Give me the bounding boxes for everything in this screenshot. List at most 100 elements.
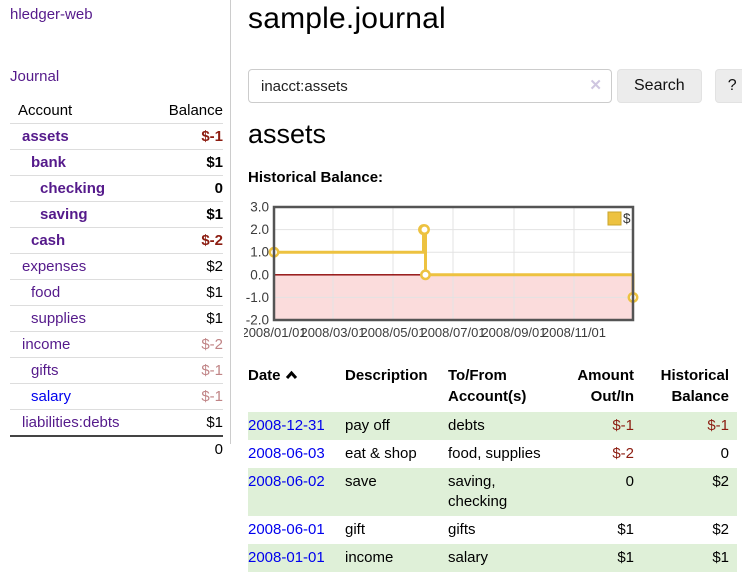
transaction-accounts: debts: [448, 417, 485, 434]
transaction-amount: $1: [617, 521, 634, 538]
account-link[interactable]: income: [22, 336, 71, 353]
account-balance: $-2: [201, 336, 223, 353]
transaction-balance: $2: [712, 521, 729, 538]
account-balance: $1: [206, 154, 223, 171]
transaction-amount: $1: [617, 549, 634, 566]
register-header-date[interactable]: Date: [248, 359, 345, 412]
transaction-balance: $2: [712, 473, 729, 490]
account-balance: $1: [206, 206, 223, 223]
transaction-description: income: [345, 549, 394, 566]
transaction-balance: $-1: [707, 417, 729, 434]
transaction-amount: $-2: [612, 445, 634, 462]
svg-text:0.0: 0.0: [250, 267, 269, 282]
register-header-amount: Amount Out/In: [577, 367, 634, 405]
register-header-balance: Historical Balance: [660, 367, 729, 405]
brand-link[interactable]: hledger-web: [10, 6, 93, 23]
account-row: expenses $2: [10, 253, 223, 280]
accounts-total: 0: [214, 441, 223, 458]
register-header-description: Description: [345, 367, 428, 384]
account-link[interactable]: cash: [31, 232, 66, 249]
account-link[interactable]: supplies: [31, 310, 87, 327]
chart-heading: Historical Balance:: [248, 169, 384, 186]
register-table: Date Description To/From Account(s) Amou…: [248, 359, 737, 572]
transaction-amount: $-1: [612, 417, 634, 434]
account-balance: 0: [214, 180, 223, 197]
account-link[interactable]: assets: [22, 128, 69, 145]
transaction-description: save: [345, 473, 377, 490]
search-input[interactable]: [248, 69, 612, 103]
svg-text:-1.0: -1.0: [246, 290, 269, 305]
account-link[interactable]: gifts: [31, 362, 59, 379]
help-button[interactable]: ?: [714, 69, 742, 103]
register-header-accounts: To/From Account(s): [448, 367, 527, 405]
transaction-accounts: gifts: [448, 521, 476, 538]
transaction-date-link[interactable]: 2008-06-02: [248, 473, 325, 490]
svg-text:2008/03/01: 2008/03/01: [300, 325, 365, 340]
sort-asc-icon: [285, 366, 298, 387]
account-link[interactable]: checking: [40, 180, 106, 197]
transaction-description: pay off: [345, 417, 390, 434]
account-balance: $-1: [201, 362, 223, 379]
svg-text:2.0: 2.0: [250, 222, 269, 237]
search-button[interactable]: Search: [617, 69, 702, 103]
transaction-description: eat & shop: [345, 445, 417, 462]
accounts-header-account: Account: [18, 102, 73, 119]
svg-text:2008/11/01: 2008/11/01: [542, 325, 606, 340]
account-heading: assets: [248, 119, 327, 149]
transaction-description: gift: [345, 521, 366, 538]
accounts-total-row: 0: [10, 436, 223, 462]
account-row: salary $-1: [10, 383, 223, 410]
svg-text:3.0: 3.0: [250, 201, 269, 215]
svg-text:$: $: [623, 211, 631, 226]
clear-search-icon[interactable]: ✕: [589, 77, 602, 94]
sidebar-item-journal[interactable]: Journal: [10, 68, 60, 85]
transaction-accounts: food, supplies: [448, 445, 541, 462]
svg-text:2008/05/01: 2008/05/01: [360, 325, 425, 340]
historical-balance-chart[interactable]: 3.0 2.0 1.0 0.0 -1.0 -2.0 2008/01/01 2008/03/01…: [244, 201, 644, 345]
transaction-date-link[interactable]: 2008-12-31: [248, 417, 325, 434]
account-balance: $-2: [201, 232, 223, 249]
svg-text:1.0: 1.0: [250, 245, 269, 260]
transaction-balance: $1: [712, 549, 729, 566]
account-link[interactable]: liabilities:debts: [22, 414, 120, 431]
account-row: checking 0: [10, 175, 223, 202]
transaction-date-link[interactable]: 2008-01-01: [248, 549, 325, 566]
account-link[interactable]: saving: [40, 206, 88, 223]
account-row: cash $-2: [10, 227, 223, 254]
register-row: 2008-06-01 gift gifts $1 $2: [248, 516, 737, 544]
search-bar: ✕ Search ?: [248, 69, 742, 103]
account-row: food $1: [10, 279, 223, 306]
svg-text:-2.0: -2.0: [246, 313, 269, 328]
legend-swatch-icon: [607, 211, 622, 226]
accounts-header-balance: Balance: [168, 102, 223, 119]
account-link[interactable]: bank: [31, 154, 67, 171]
transaction-amount: 0: [625, 473, 634, 490]
account-balance: $1: [206, 310, 223, 327]
transaction-accounts: salary: [448, 549, 489, 566]
transaction-date-link[interactable]: 2008-06-01: [248, 521, 325, 538]
page-title: sample.journal: [248, 2, 446, 35]
accounts-table: Account Balance assets $-1 bank $1 check…: [10, 98, 223, 462]
account-link[interactable]: salary: [31, 388, 72, 405]
account-row: income $-2: [10, 331, 223, 358]
account-link[interactable]: expenses: [22, 258, 87, 275]
register-row: 2008-01-01 income salary $1 $1: [248, 544, 737, 572]
account-row: gifts $-1: [10, 357, 223, 384]
register-row: 2008-06-03 eat & shop food, supplies $-2…: [248, 440, 737, 468]
account-row: bank $1: [10, 149, 223, 176]
transaction-date-link[interactable]: 2008-06-03: [248, 445, 325, 462]
account-link[interactable]: food: [31, 284, 61, 301]
svg-text:2008/01/01: 2008/01/01: [244, 325, 307, 340]
account-row: liabilities:debts $1: [10, 409, 223, 437]
account-balance: $2: [206, 258, 223, 275]
main-panel: sample.journal ✕ Search ? assets Histori…: [244, 0, 742, 582]
svg-text:2008/09/01: 2008/09/01: [481, 325, 546, 340]
account-balance: $1: [206, 284, 223, 301]
account-row: assets $-1: [10, 123, 223, 150]
sidebar: hledger-web Journal Account Balance asse…: [0, 0, 231, 458]
account-balance: $-1: [201, 128, 223, 145]
transaction-balance: 0: [720, 445, 729, 462]
account-balance: $-1: [201, 388, 223, 405]
register-body: 2008-12-31 pay off debts $-1 $-1 2008-06…: [248, 412, 737, 572]
register-row: 2008-06-02 save saving, checking 0 $2: [248, 468, 737, 516]
